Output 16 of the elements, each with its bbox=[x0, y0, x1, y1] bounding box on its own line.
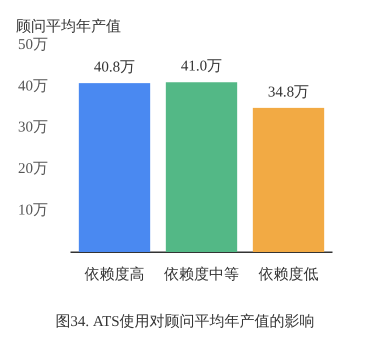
y-tick-label: 20万 bbox=[18, 161, 48, 178]
x-tick-label: 依赖度低 bbox=[258, 266, 318, 283]
y-tick-label: 50万 bbox=[18, 36, 48, 53]
y-tick-label: 10万 bbox=[18, 202, 48, 219]
y-axis-title: 顾问平均年产值 bbox=[16, 18, 121, 35]
bar bbox=[252, 108, 324, 252]
data-label: 40.8万 bbox=[94, 60, 136, 76]
x-tick-label: 依赖度高 bbox=[84, 266, 144, 283]
y-tick-label: 40万 bbox=[18, 78, 48, 94]
caption: 图34. ATS使用对顾问平均年产值的影响 bbox=[54, 312, 316, 331]
bar bbox=[78, 83, 150, 252]
y-tick-label: 30万 bbox=[18, 120, 48, 136]
x-tick-label: 依赖度中等 bbox=[164, 266, 239, 283]
data-label: 34.8万 bbox=[268, 84, 310, 100]
bar bbox=[166, 82, 238, 252]
data-label: 41.0万 bbox=[180, 58, 222, 75]
